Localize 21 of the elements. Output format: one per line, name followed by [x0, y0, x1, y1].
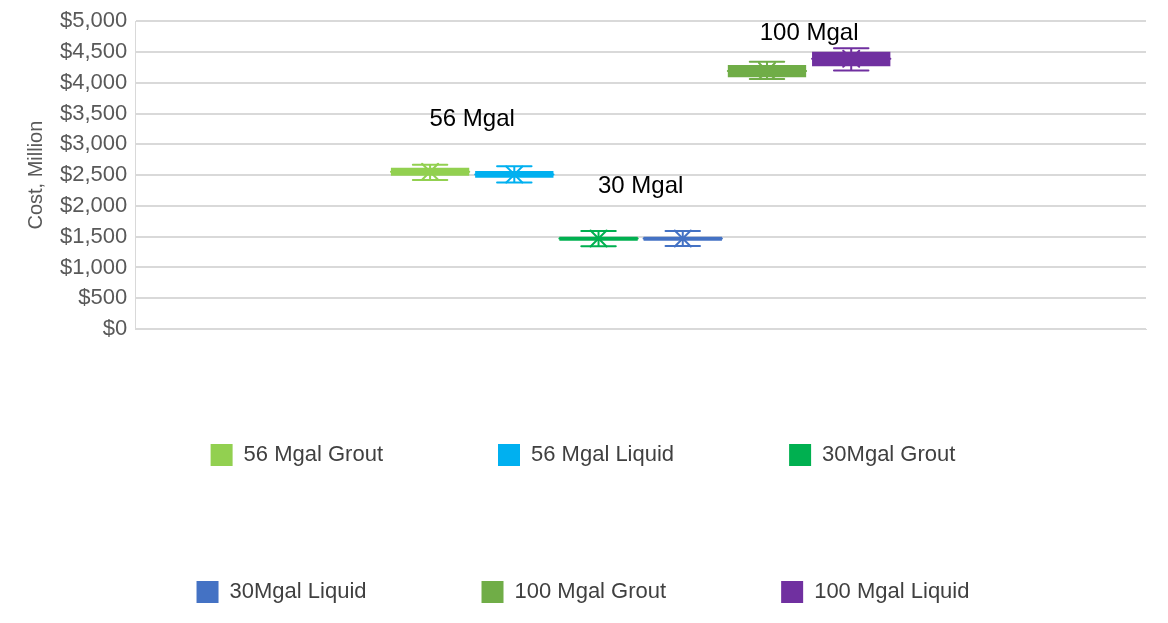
y-tick-label: $500: [78, 284, 128, 310]
legend-label: 56 Mgal Grout: [243, 441, 384, 467]
legend-label: 100 Mgal Grout: [514, 578, 667, 604]
y-tick-label: $2,500: [59, 161, 128, 187]
legend-label: 30Mgal Liquid: [229, 578, 367, 604]
legend-label: 30Mgal Grout: [822, 441, 956, 467]
y-tick-label: $1,000: [59, 253, 128, 279]
annotation: 30 Mgal: [597, 170, 684, 198]
annotation: 100 Mgal: [759, 17, 859, 45]
y-tick-label: $1,500: [59, 222, 128, 248]
y-tick-label: $2,000: [59, 191, 128, 217]
y-tick-label: $3,500: [59, 99, 128, 125]
y-tick-label: $4,000: [59, 68, 128, 94]
legend-label: 100 Mgal Liquid: [814, 578, 970, 604]
y-tick-label: $4,500: [59, 38, 128, 64]
y-axis-title: Cost, Million: [23, 120, 46, 230]
legend-label: 56 Mgal Liquid: [531, 441, 675, 467]
y-tick-label: $3,000: [59, 130, 128, 156]
annotation: 56 Mgal: [429, 104, 515, 132]
y-tick-label: $0: [102, 315, 128, 341]
y-tick-label: $5,000: [59, 7, 128, 33]
